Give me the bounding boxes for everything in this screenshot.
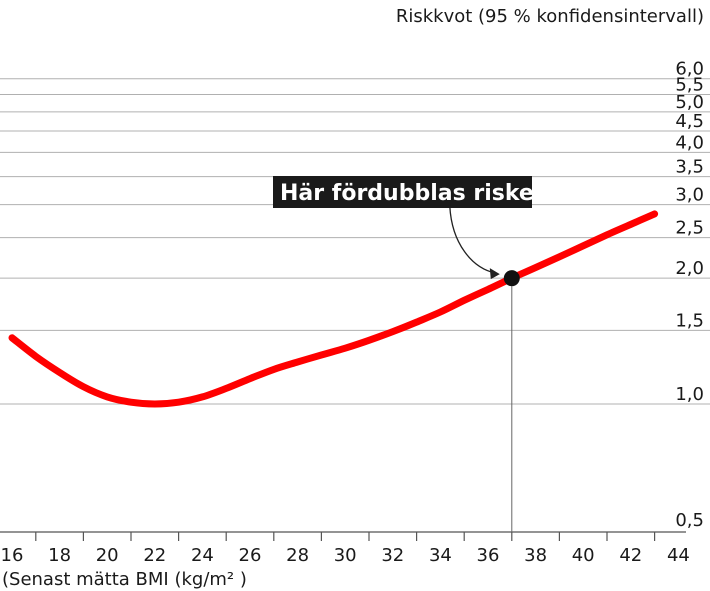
x-tick-label: 22 [143,545,166,566]
x-tick-label: 42 [619,545,642,566]
gridlines [0,78,710,405]
x-tick-label: 16 [1,545,24,566]
x-tick-label: 38 [524,545,547,566]
x-tick-label: 28 [286,545,309,566]
y-tick-label: 1,5 [675,310,704,331]
y-tick-label: 5,0 [675,92,704,113]
x-tick-label: 18 [48,545,71,566]
x-tick-label: 34 [429,545,452,566]
highlight-point [503,270,520,287]
annotation-arrowhead [489,268,500,280]
x-axis-title: (Senast mätta BMI (kg/m² ) [2,569,247,590]
x-tick-label: 30 [334,545,357,566]
y-tick-label: 2,0 [675,258,704,279]
y-tick-label: 3,5 [675,157,704,178]
series-line [8,210,659,408]
y-axis-title: Riskkvot (95 % konfidensintervall) [396,6,704,27]
y-tick-label: 5,5 [675,75,704,96]
y-tick-label: 4,0 [675,132,704,153]
y-tick-label: 2,5 [675,218,704,239]
x-tick-label: 24 [191,545,214,566]
x-tick-label: 44 [667,545,690,566]
y-tick-label: 6,0 [675,59,704,80]
annotation-label: Här fördubblas risken [280,181,549,206]
y-tick-label: 4,5 [675,111,704,132]
x-tick-label: 20 [96,545,119,566]
y-tick-label: 0,5 [675,510,704,531]
x-tick-label: 40 [572,545,595,566]
series-layer [8,210,659,408]
y-axis-tick-labels: 0,5 1,0 1,5 2,0 2,5 3,0 3,5 4,04,55,05,56,0 [675,59,704,531]
annotation-leader [449,206,513,532]
x-axis: 16 18 20 22 24 26 28 30 32 34 36 38 40 42 44 [0,531,690,566]
annotation-arrow-line [449,206,496,274]
x-tick-label: 36 [477,545,500,566]
annotation-box [273,176,532,208]
x-tick-label: 32 [381,545,404,566]
y-tick-label: 1,0 [675,384,704,405]
annotation: Här fördubblas risken [273,176,549,208]
x-tick-label: 26 [239,545,262,566]
y-tick-label: 3,0 [675,185,704,206]
